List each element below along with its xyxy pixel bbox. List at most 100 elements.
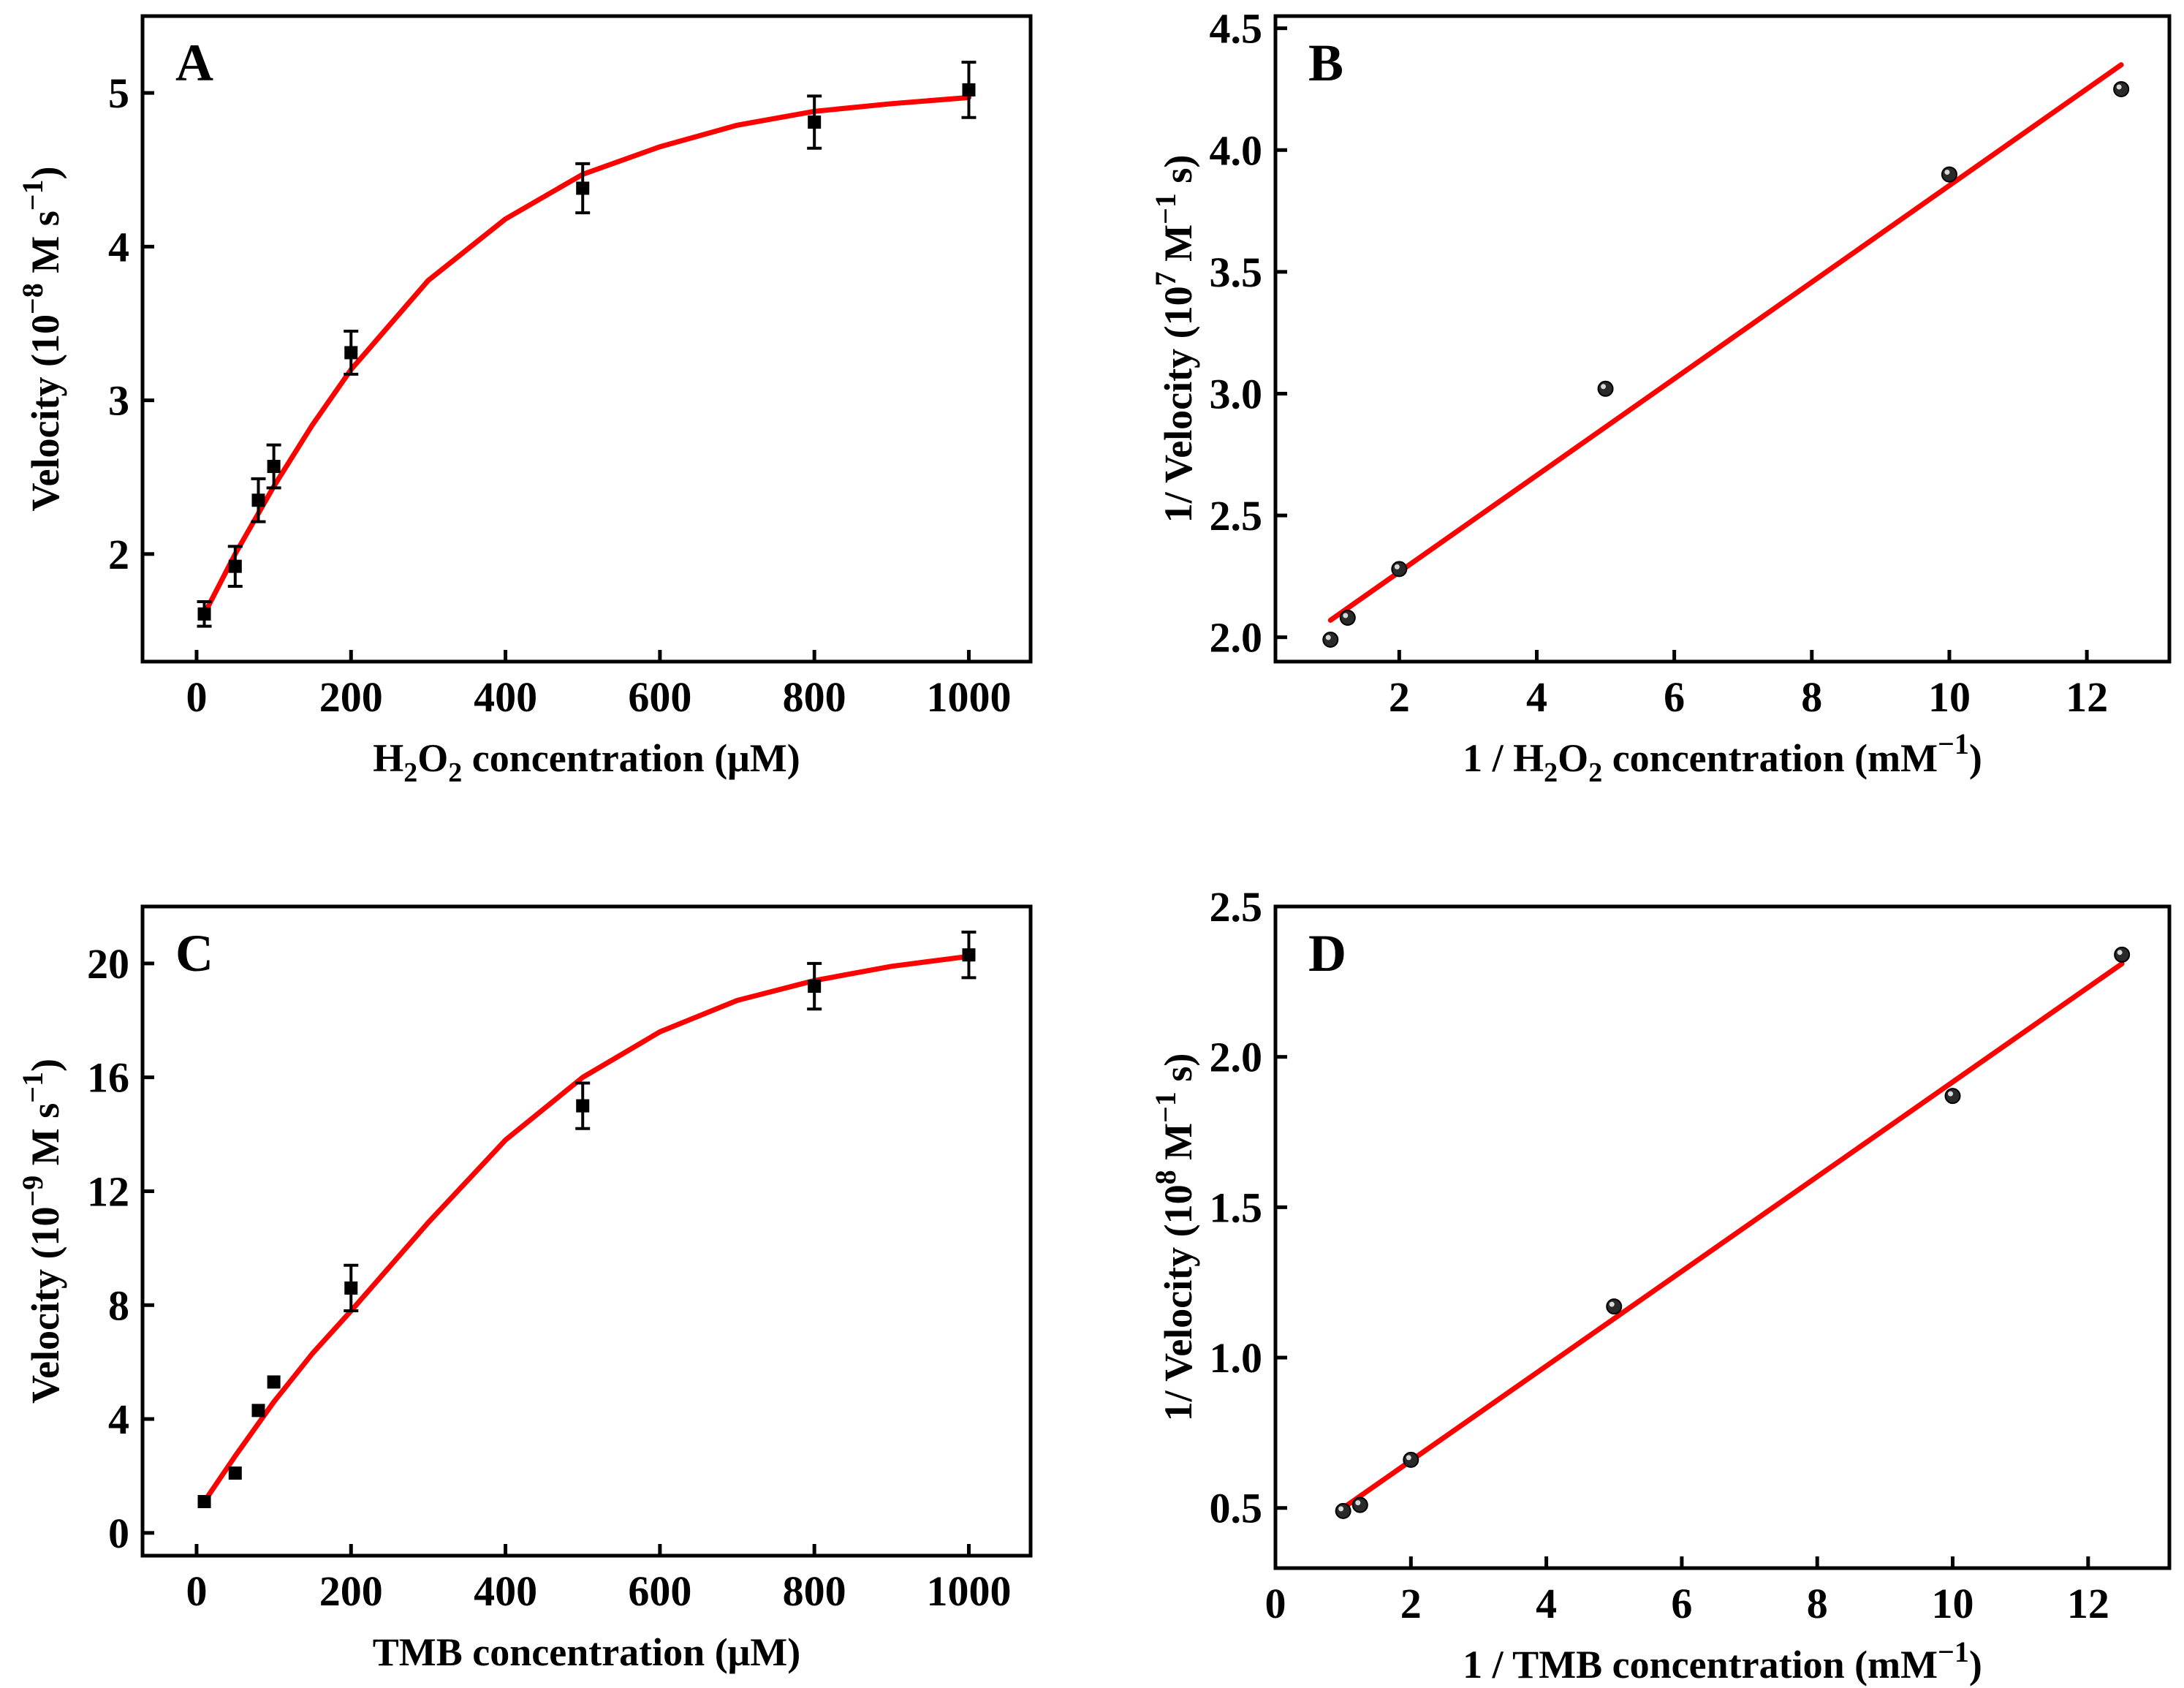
plot-frame [1273,904,2172,1570]
y-axis-title-part: s) [1156,1053,1200,1092]
x-axis-title-part: O [1558,736,1588,780]
x-axis-title-part: H [373,736,403,780]
y-tick-label: 8 [108,1282,129,1329]
y-tick-label: 0.5 [1210,1485,1263,1532]
y-axis-title-part: −1 [16,179,49,211]
y-axis-title-part: M s [23,211,67,283]
data-point-highlight [2117,950,2123,955]
data-point [1597,380,1614,397]
data-point [228,1466,242,1480]
data-point [1335,1502,1351,1519]
data-point-highlight [1394,564,1400,569]
y-tick-label: 20 [87,940,129,988]
data-point [1351,1496,1368,1513]
data-point [251,1404,265,1418]
data-point [267,459,281,473]
data-point-highlight [1355,1500,1361,1506]
x-tick-label: 2 [1389,673,1410,721]
data-point [2113,80,2130,97]
x-tick-label: 4 [1526,673,1547,721]
data-point [808,980,822,994]
data-point [344,1281,358,1295]
x-tick-label: 600 [628,1567,691,1615]
data-point [197,1495,211,1508]
x-tick-label: 800 [783,673,846,721]
x-axis-title-part: ) [1969,736,1982,780]
fit-line [1341,961,2125,1511]
y-tick-label: 2.5 [1210,492,1263,540]
fit-line [202,94,971,617]
data-point [962,83,976,96]
y-axis-title: Velocity (10−8 M s−1) [16,166,67,511]
x-tick-label: 4 [1536,1580,1557,1627]
x-tick-label: 400 [474,673,537,721]
data-point [576,1099,590,1113]
x-tick-label: 1000 [926,673,1011,721]
x-tick-label: 10 [1932,1580,1974,1627]
x-tick-label: 200 [319,673,383,721]
y-tick-label: 2 [108,531,129,578]
y-tick-label: 4.5 [1210,5,1263,53]
y-axis-title: Velocity (10−9 M s−1) [16,1059,67,1404]
data-point-highlight [2116,84,2122,90]
data-point [251,493,265,507]
x-axis-title: 1 / TMB concentration (mM−1) [1463,1635,1982,1687]
panel-label: D [1308,924,1346,983]
x-tick-label: 600 [628,673,691,721]
panel-c: 0 200 400 600 800 1000 0 4 8 12 16 20 C TMB concentra… [16,904,1033,1674]
y-axis-title-part: 7 [1149,271,1182,286]
y-axis-title-part: Velocity (10 [23,1207,67,1404]
data-point [1606,1298,1623,1315]
x-tick-label: 12 [2066,673,2108,721]
y-tick-label: 2.5 [1210,883,1263,931]
x-tick-label: 0 [186,673,207,721]
data-point-highlight [1944,170,1950,175]
data-point-highlight [1338,1506,1344,1512]
y-tick-label: 1.5 [1210,1184,1263,1231]
x-tick-label: 1000 [926,1567,1011,1615]
y-axis-title-part: M [1156,1123,1200,1170]
x-axis-title-part: concentration (μM) [462,736,800,780]
y-tick-label: 16 [87,1054,129,1102]
x-tick-label: 2 [1400,1580,1422,1627]
x-axis-title-part: 2 [1544,757,1558,788]
panel-label: B [1308,34,1343,92]
panel-d: 0 2 4 6 8 10 12 0.5 1.0 1.5 2.0 2.5 D 1 / TMB concent… [1149,883,2172,1687]
x-axis-title-part: 2 [403,757,417,788]
data-point-highlight [1406,1455,1411,1461]
y-tick-label: 3.0 [1210,370,1263,417]
y-tick-label: 5 [108,69,129,117]
y-axis-title-part: M [1156,224,1200,271]
x-tick-label: 12 [2067,1580,2109,1627]
data-point [1339,610,1356,627]
x-tick-label: 8 [1807,1580,1828,1627]
x-axis-title: H2O2 concentration (μM) [373,736,800,788]
x-axis-title: 1 / H2O2 concentration (mM−1) [1463,727,1982,788]
data-point [344,346,358,360]
plot-frame [140,904,1033,1558]
x-axis-title-part: 2 [1588,757,1602,788]
data-point [228,559,242,573]
y-axis-title-part: ) [23,166,67,179]
y-tick-label: 3 [108,377,129,425]
data-point [197,607,211,621]
data-point [576,181,590,195]
x-tick-label: 800 [783,1567,846,1615]
y-axis-title-part: −8 [16,283,49,314]
x-tick-label: 10 [1928,673,1971,721]
data-point-highlight [1601,384,1607,390]
y-axis-title: 1/ Velocity (107 M−1 s) [1149,155,1200,523]
data-point [267,1375,281,1389]
data-point [1403,1451,1419,1468]
x-tick-label: 8 [1801,673,1822,721]
y-axis-title-part: −9 [16,1176,49,1207]
x-axis-title-part: concentration (mM [1602,736,1938,780]
y-tick-label: 3.5 [1210,249,1263,296]
y-tick-label: 4 [108,1396,129,1443]
y-tick-label: 4 [108,223,129,270]
data-point [1391,561,1408,578]
y-tick-label: 0 [108,1510,129,1557]
fit-line [1327,62,2124,623]
y-axis-title-part: 1/ Velocity (10 [1156,286,1200,523]
x-axis-title-part: 1 / TMB concentration (mM [1463,1643,1938,1687]
